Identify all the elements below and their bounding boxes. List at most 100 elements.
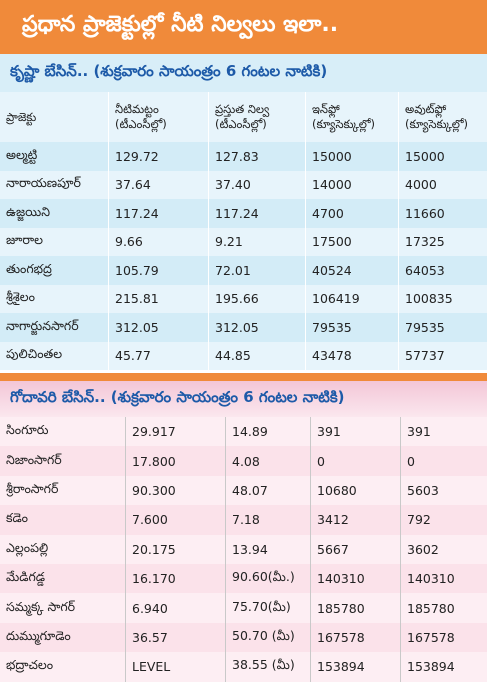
godavari-table: సింగూరు 29.917 14.89 391 391 నిజాంసాగర్ 17.800… [0,417,487,682]
table-cell: 5667 [310,534,400,564]
table-row: దుమ్ముగూడెం 36.57 50.70 (మీ) 167578 167578 [0,622,487,653]
section-title: కృష్ణా బేసిన్.. (శుక్రవారం సాయంత్రం 6 గం… [0,54,487,92]
table-cell: 79535 [305,313,398,342]
table-cell: 391 [310,417,400,447]
table-cell: నారాయణపూర్ [6,175,81,191]
table-cell: మేడిగడ్డ [6,569,46,585]
table-cell: 10680 [310,475,400,506]
table-cell: 6.940 [125,593,225,623]
table-cell: 140310 [310,563,400,594]
table-row: నారాయణపూర్ 37.64 37.40 14000 4000 [0,170,487,199]
table-cell: 140310 [400,563,487,594]
table-cell: 9.66 [108,227,208,256]
table-cell: సింగూరు [6,422,49,438]
table-cell: 43478 [305,341,398,370]
table-row: అల్మట్టి 129.72 127.83 15000 15000 [0,142,487,171]
table-cell: శ్రీరాంసాగర్ [6,480,59,496]
table-cell: 37.40 [208,170,305,199]
table-cell: 215.81 [108,284,208,313]
table-cell: 312.05 [208,313,305,342]
table-cell: 29.917 [125,417,225,447]
table-cell: 14.89 [225,417,310,447]
table-cell: తుంగభద్ర [6,260,52,276]
table-cell: 16.170 [125,563,225,594]
table-cell: 185780 [400,593,487,623]
table-cell: 106419 [305,284,398,313]
table-row: నాగార్జునసాగర్ 312.05 312.05 79535 79535 [0,313,487,342]
table-row: కడెం 7.600 7.18 3412 792 [0,505,487,535]
table-cell: అల్మట్టి [6,146,38,162]
table-cell: కడెం [6,510,28,526]
header-cell: నీటిమట్టం (టీఎంసీల్లో) [108,92,208,142]
table-cell: 20.175 [125,534,225,564]
section-title: గోదావరి బేసిన్.. (శుక్రవారం సాయంత్రం 6 గ… [0,381,487,417]
table-cell: 57737 [398,341,487,370]
table-row: శ్రీరాంసాగర్ 90.300 48.07 10680 5603 [0,475,487,506]
header-cell: ఇన్‌ఫ్లో (క్యూసెక్కుల్లో) [305,92,398,142]
table-cell: 37.64 [108,170,208,199]
table-cell: 129.72 [108,142,208,171]
table-cell: నాగార్జునసాగర్ [6,317,79,333]
table-cell: 167578 [400,622,487,653]
table-cell: నిజాంసాగర్ [6,451,62,467]
table-cell: 79535 [398,313,487,342]
table-cell: 153894 [400,652,487,682]
table-cell: ఎల్లంపల్లి [6,539,49,555]
table-cell: LEVEL [125,652,225,682]
table-cell: 14000 [305,170,398,199]
table-cell: 11660 [398,199,487,228]
table-cell: 195.66 [208,284,305,313]
table-cell: 4000 [398,170,487,199]
table-cell: 117.24 [208,199,305,228]
table-row: పులిచింతల 45.77 44.85 43478 57737 [0,341,487,370]
table-row: సింగూరు 29.917 14.89 391 391 [0,417,487,447]
krishna-table: ప్రాజెక్టు నీటిమట్టం (టీఎంసీల్లో) ప్రస్తుత… [0,92,487,370]
table-cell: 72.01 [208,256,305,285]
table-cell: 17.800 [125,446,225,476]
table-row: జూరాల 9.66 9.21 17500 17325 [0,227,487,256]
table-cell: 90.300 [125,475,225,506]
table-cell: 3412 [310,505,400,535]
table-cell: జూరాల [6,232,44,248]
page-title: ప్రధాన ప్రాజెక్టుల్లో నీటి నిల్వలు ఇలా.. [0,0,487,54]
table-cell: 15000 [398,142,487,171]
table-cell: 90.60(మీ.) [225,563,310,594]
table-cell: దుమ్ముగూడెం [6,627,71,643]
table-cell: 40524 [305,256,398,285]
table-cell: 167578 [310,622,400,653]
divider [0,373,487,381]
table-row: మేడిగడ్డ 16.170 90.60(మీ.) 140310 140310 [0,563,487,594]
table-cell: 17325 [398,227,487,256]
table-cell: శ్రీశైలం [6,289,35,305]
table-cell: 0 [400,446,487,476]
table-cell: 7.18 [225,505,310,535]
table-cell: 3602 [400,534,487,564]
table-cell: 117.24 [108,199,208,228]
table-cell: 48.07 [225,475,310,506]
table-cell: 64053 [398,256,487,285]
table-cell: 5603 [400,475,487,506]
header-row: ప్రాజెక్టు నీటిమట్టం (టీఎంసీల్లో) ప్రస్తుత… [0,92,487,142]
table-cell: 50.70 (మీ) [225,622,310,653]
table-cell: 15000 [305,142,398,171]
table-cell: 4.08 [225,446,310,476]
table-cell: 7.600 [125,505,225,535]
table-cell: 792 [400,505,487,535]
table-cell: 312.05 [108,313,208,342]
table-row: శ్రీశైలం 215.81 195.66 106419 100835 [0,284,487,313]
table-cell: 127.83 [208,142,305,171]
header-cell: ప్రస్తుత నిల్వ (టీఎంసీల్లో) [208,92,305,142]
table-cell: 75.70(మీ) [225,593,310,623]
header-cell: ప్రాజెక్టు [6,109,37,124]
table-cell: 13.94 [225,534,310,564]
header-cell: అవుట్‌ఫ్లో (క్యూసెక్కుల్లో) [398,92,487,142]
table-row: ఉజ్జయిని 117.24 117.24 4700 11660 [0,199,487,228]
table-cell: సమ్మక్క సాగర్ [6,598,76,614]
table-cell: భద్రాచలం [6,657,54,673]
table-cell: 9.21 [208,227,305,256]
table-cell: 44.85 [208,341,305,370]
table-cell: 45.77 [108,341,208,370]
table-row: నిజాంసాగర్ 17.800 4.08 0 0 [0,446,487,476]
table-cell: 0 [310,446,400,476]
